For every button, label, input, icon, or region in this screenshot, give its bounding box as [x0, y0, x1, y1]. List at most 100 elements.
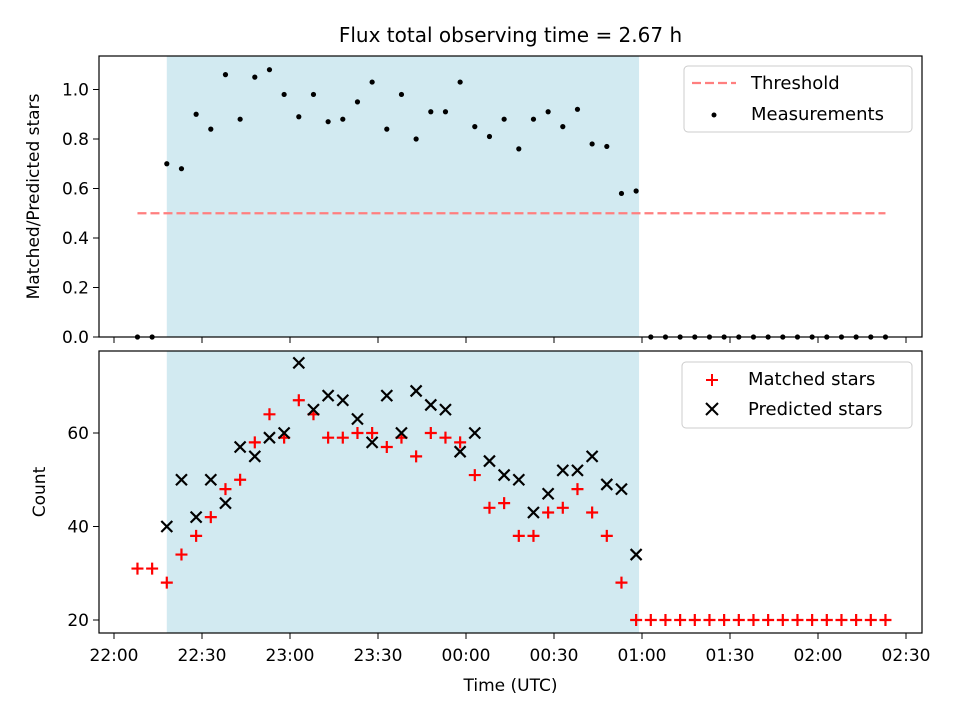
predicted-star-point: [380, 389, 394, 402]
measurement-point: [413, 136, 419, 142]
bottom-legend-box: [681, 361, 913, 429]
measurement-point: [486, 133, 493, 140]
measurement-point: [574, 106, 581, 112]
predicted-star-point: [336, 393, 350, 407]
predicted-star-point: [615, 482, 628, 496]
matched-star-point: [146, 562, 159, 575]
predicted-star-point: [439, 403, 452, 416]
predicted-star-point: [556, 464, 570, 477]
predicted-star-point: [424, 398, 438, 412]
measurement-point: [252, 74, 258, 80]
matched-star-point: [263, 408, 276, 421]
predicted-star-point: [483, 454, 496, 468]
measurement-point: [281, 91, 287, 98]
top-x-ticks: [113, 337, 907, 343]
matched-star-point: [542, 506, 555, 519]
matched-star-point: [410, 450, 423, 463]
predicted-star-point: [292, 356, 306, 370]
matched-star-point: [630, 614, 643, 626]
predicted-star-point: [175, 473, 188, 487]
matched-star-point: [864, 614, 877, 626]
bottom-x-tick-label: 22:30: [178, 646, 227, 666]
matched-star-point: [336, 431, 349, 444]
predicted-star-point: [468, 426, 482, 440]
bottom-legend: Matched stars Predicted stars: [681, 361, 913, 429]
predicted-star-point: [365, 436, 379, 449]
bottom-plot-frame: [98, 350, 923, 634]
matched-star-point: [292, 394, 305, 407]
predicted-star-point: [307, 403, 320, 416]
predicted-star-point: [409, 384, 423, 398]
matched-star-point: [439, 431, 452, 444]
matched-star-point: [674, 614, 687, 626]
measurement-point: [530, 116, 537, 122]
matched-star-point: [160, 576, 173, 589]
measurement-point: [618, 190, 625, 197]
measurement-point: [398, 91, 405, 98]
bottom-x-tick-label: 01:00: [618, 646, 667, 666]
measurement-point: [501, 116, 507, 122]
matched-star-point: [600, 529, 613, 542]
top-y-tick-label: 0.0: [62, 328, 89, 348]
measurement-point: [442, 109, 449, 115]
predicted-star-point: [629, 548, 643, 561]
bottom-y-tick-label: 20: [67, 611, 89, 631]
matched-star-point: [615, 576, 628, 589]
predicted-stars-series: [160, 356, 643, 561]
bottom-panel: 20 40 60 22:00 22:30 23:00 23:30 00:00 00:30 01:…: [30, 350, 931, 696]
measurement-point: [266, 67, 273, 73]
predicted-star-point: [453, 445, 467, 458]
matched-star-point: [468, 469, 481, 482]
matched-star-point: [204, 511, 217, 524]
x-axis-label: Time (UTC): [463, 676, 558, 696]
matched-star-point: [351, 427, 364, 439]
measurement-point: [457, 79, 463, 85]
chart-title: Flux total observing time = 2.67 h: [339, 23, 682, 47]
predicted-star-point: [160, 520, 174, 533]
bottom-y-tick-label: 60: [67, 424, 89, 444]
predicted-star-point: [395, 426, 408, 440]
matched-star-point: [586, 506, 599, 519]
predicted-star-point: [527, 506, 540, 519]
top-panel: 0.0 0.2 0.4 0.6 0.8 1.0 Flux total observing …: [24, 23, 923, 348]
matched-star-point: [776, 614, 789, 626]
matched-star-point: [850, 614, 863, 626]
predicted-star-point: [585, 450, 599, 463]
matched-star-point: [454, 436, 467, 449]
top-legend: Threshold Measurements: [683, 65, 913, 133]
measurement-point: [589, 141, 595, 147]
bottom-x-tick-label: 23:30: [354, 646, 403, 666]
matched-star-point: [527, 529, 540, 542]
matched-star-point: [791, 614, 804, 626]
matched-star-point: [732, 614, 745, 626]
measurement-point: [310, 91, 317, 98]
matched-star-point: [659, 614, 672, 626]
measurement-point: [222, 72, 229, 78]
legend-measurements-label: Measurements: [751, 104, 884, 125]
measurement-point: [208, 126, 214, 132]
matched-star-point: [571, 483, 584, 496]
predicted-star-point: [277, 426, 291, 440]
measurement-point: [516, 146, 522, 152]
measurement-point: [472, 124, 478, 130]
measurement-point: [604, 143, 610, 150]
measurement-point: [237, 116, 243, 122]
legend-predicted-swatch: [705, 402, 719, 416]
predicted-star-point: [600, 478, 614, 491]
bottom-x-tick-label: 22:00: [90, 646, 139, 666]
bottom-x-tick-label: 23:00: [266, 646, 315, 666]
bottom-x-tick-label: 01:30: [706, 646, 755, 666]
measurement-point: [633, 188, 639, 194]
matched-star-point: [424, 427, 437, 439]
top-y-tick-label: 0.2: [62, 279, 89, 299]
matched-star-point: [322, 431, 335, 444]
measurement-point: [325, 119, 331, 125]
legend-measurements-swatch: [711, 112, 717, 118]
matched-star-point: [806, 614, 819, 626]
matched-star-point: [248, 436, 261, 449]
top-y-tick-label: 0.6: [62, 180, 89, 200]
predicted-star-point: [204, 473, 218, 487]
predicted-star-point: [497, 468, 511, 482]
measurement-point: [384, 126, 390, 132]
